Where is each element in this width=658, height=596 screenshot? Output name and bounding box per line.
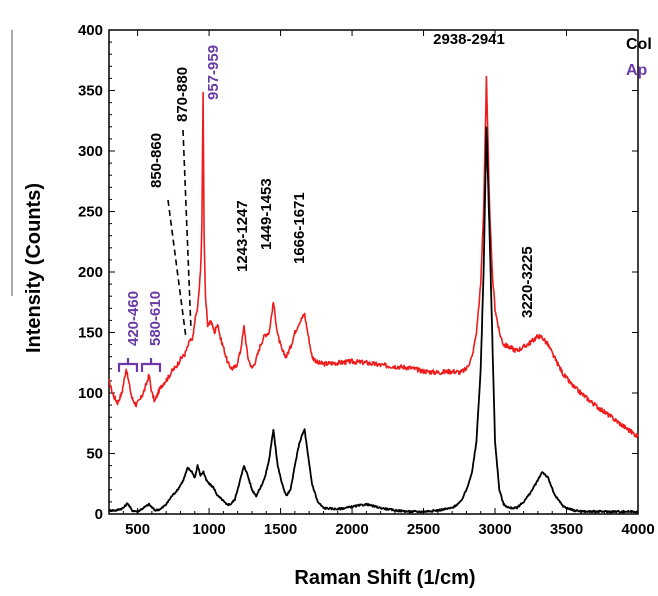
y-tick-label: 50 [86,446,103,463]
x-tick-label: 3000 [478,521,511,538]
leader-line-870-880 [182,129,192,331]
legend: Col Ap [626,36,652,79]
y-tick-label: 0 [95,506,103,523]
x-axis-ticks: 500 1000 1500 2000 2500 3000 3500 4000 [122,30,655,538]
peak-label: 1449-1453 [258,178,275,250]
series-layer [108,75,639,514]
legend-entry: Ap [626,62,648,79]
x-tick-label: 2500 [407,521,440,538]
y-tick-label: 150 [78,325,103,342]
annotation-leader-lines [167,129,192,339]
y-tick-label: 350 [78,83,103,100]
y-axis-ticks: 0 50 100 150 200 250 300 350 400 [78,22,638,523]
peak-label: 957-959 [205,45,222,100]
bracket-420-460 [117,358,139,372]
x-tick-label: 1000 [192,521,225,538]
peak-label: 580-610 [147,291,164,346]
peak-annotations: 420-460 580-610 850-860 870-880 957-959 1243-… [125,31,536,346]
annotation-brackets [117,358,162,372]
x-tick-label: 500 [125,521,150,538]
series-line-col [108,126,639,514]
peak-label: 870-880 [174,67,191,122]
y-tick-label: 300 [78,143,103,160]
x-tick-label: 2000 [335,521,368,538]
x-tick-label: 4000 [621,521,654,538]
x-tick-label: 3500 [550,521,583,538]
y-axis-title: Intensity (Counts) [23,183,45,353]
y-tick-label: 400 [78,22,103,39]
y-tick-label: 250 [78,204,103,221]
peak-label: 2938-2941 [433,31,505,48]
plot-frame-group [11,29,639,515]
x-axis-title: Raman Shift (1/cm) [294,567,475,589]
bracket-580-610 [140,358,162,372]
peak-label: 420-460 [125,291,142,346]
legend-entry: Col [626,36,652,53]
series-line-ap [108,75,639,438]
y-tick-label: 100 [78,385,103,402]
peak-label: 3220-3225 [519,246,536,318]
x-tick-label: 1500 [264,521,297,538]
peak-label: 1243-1247 [234,200,251,272]
y-tick-label: 200 [78,264,103,281]
leader-line-850-860 [167,199,187,339]
peak-label: 1666-1671 [291,192,308,264]
peak-label: 850-860 [148,133,165,188]
